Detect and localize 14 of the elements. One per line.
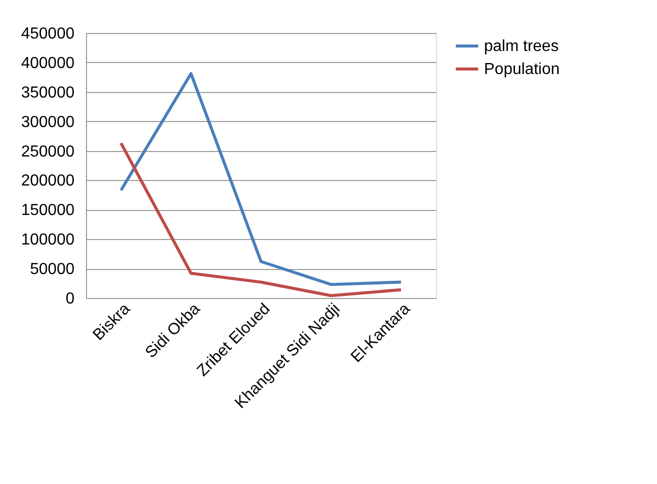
line-series	[120, 142, 402, 298]
legend-label: Population	[484, 61, 560, 78]
y-tick-label: 400000	[21, 54, 75, 72]
y-tick-label: 200000	[21, 172, 75, 190]
y-tick-label: 150000	[21, 202, 75, 220]
y-tick-label: 0	[66, 290, 75, 308]
y-tick-label: 250000	[21, 143, 75, 160]
line-series	[120, 72, 402, 286]
y-tick-label: 350000	[21, 84, 75, 102]
legend-label: palm trees	[484, 38, 559, 55]
y-tick-label: 300000	[21, 114, 75, 131]
y-tick-label: 450000	[21, 26, 75, 42]
y-tick-label: 100000	[21, 232, 75, 249]
y-tick-label: 50000	[30, 261, 75, 278]
